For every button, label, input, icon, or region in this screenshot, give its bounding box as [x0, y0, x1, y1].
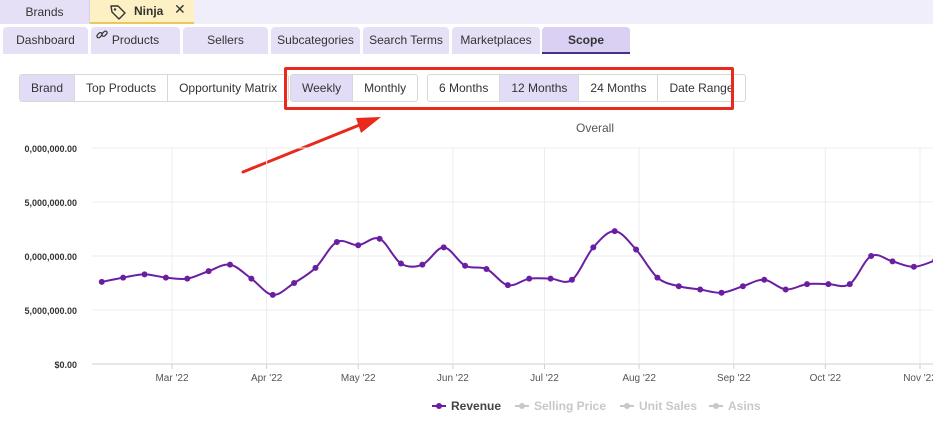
- revenue-point: [184, 275, 191, 282]
- date-range-button[interactable]: Date Range: [669, 81, 734, 95]
- x-tick-label: Oct '22: [810, 373, 842, 384]
- revenue-point: [397, 260, 404, 267]
- monthly-button[interactable]: Monthly: [364, 81, 407, 95]
- tab-products-label: Products: [111, 33, 160, 47]
- x-tick-label: Jul '22: [530, 373, 559, 384]
- y-tick-label: $0.00: [54, 360, 77, 370]
- brand-view-button[interactable]: Brand: [20, 75, 76, 101]
- revenue-point: [675, 283, 682, 290]
- revenue-point: [333, 238, 340, 245]
- twenty-four-months-button[interactable]: 24 Months: [579, 75, 659, 101]
- tab-search-terms[interactable]: Search Terms: [363, 27, 449, 54]
- revenue-point: [654, 274, 661, 281]
- x-tick-label: Aug '22: [622, 373, 656, 384]
- tag-icon: [110, 5, 126, 20]
- opportunity-matrix-button[interactable]: Opportunity Matrix: [179, 81, 278, 95]
- chart-legend: Revenue Selling Price Unit Sales Asins: [432, 399, 761, 413]
- y-tick-label: 5,000,000.00: [24, 306, 77, 316]
- tab-marketplaces[interactable]: Marketplaces: [452, 27, 540, 54]
- legend-label: Revenue: [451, 399, 501, 413]
- revenue-point: [804, 281, 811, 288]
- tab-products[interactable]: Products: [91, 27, 180, 54]
- close-icon[interactable]: ✕: [174, 1, 186, 17]
- tab-sellers[interactable]: Sellers: [183, 27, 268, 54]
- revenue-point: [868, 253, 875, 259]
- brand-tab-bar: Brands Ninja ✕: [0, 0, 933, 24]
- tab-dashboard[interactable]: Dashboard: [3, 27, 88, 54]
- legend-label: Unit Sales: [639, 399, 697, 413]
- revenue-point: [355, 242, 362, 249]
- tab-scope[interactable]: Scope: [542, 27, 630, 54]
- revenue-point: [825, 281, 832, 288]
- revenue-point: [782, 286, 789, 293]
- revenue-point: [162, 274, 169, 281]
- revenue-point: [376, 235, 383, 242]
- brands-tab[interactable]: Brands: [0, 0, 90, 24]
- revenue-point: [910, 263, 917, 270]
- revenue-point: [611, 228, 618, 235]
- revenue-point: [462, 262, 469, 269]
- revenue-point: [205, 268, 212, 275]
- twelve-months-button[interactable]: 12 Months: [500, 75, 580, 101]
- revenue-point: [141, 271, 148, 278]
- x-tick-label: Jun '22: [437, 373, 469, 384]
- revenue-point: [697, 286, 704, 293]
- weekly-button[interactable]: Weekly: [291, 75, 354, 101]
- y-axis: $0.00 5,000,000.00 0,000,000.00 5,000,000.0…: [24, 144, 77, 370]
- legend-label: Asins: [728, 399, 761, 413]
- x-tick-label: Sep '22: [717, 373, 751, 384]
- revenue-point: [248, 275, 255, 282]
- revenue-chart: Overall $0.00 5,000,000.00 0,000,000.00 5,0…: [0, 110, 933, 424]
- legend-label: Selling Price: [534, 399, 606, 413]
- revenue-series: [98, 228, 933, 298]
- revenue-point: [846, 281, 853, 288]
- legend-swatch-dot: [436, 403, 442, 409]
- revenue-point: [120, 274, 127, 281]
- legend-swatch-dot: [624, 403, 630, 409]
- link-icon: [96, 30, 108, 39]
- legend-swatch-dot: [519, 403, 525, 409]
- chart-canvas: Overall $0.00 5,000,000.00 0,000,000.00 5,0…: [24, 121, 933, 413]
- revenue-point: [568, 276, 575, 283]
- revenue-line: [101, 230, 933, 296]
- revenue-point: [739, 283, 746, 290]
- ninja-tab-label: Ninja: [134, 4, 164, 18]
- six-months-button[interactable]: 6 Months: [428, 75, 501, 101]
- x-axis: Mar '22 Apr '22 May '22 Jun '22 Jul '22 Aug '…: [155, 373, 933, 384]
- x-tick-label: Nov '22: [903, 373, 933, 384]
- revenue-point: [547, 275, 554, 282]
- y-tick-label: 0,000,000.00: [24, 144, 77, 154]
- revenue-point: [526, 275, 533, 282]
- revenue-point: [633, 246, 640, 253]
- revenue-point: [761, 276, 768, 283]
- range-selector: 6 Months 12 Months 24 Months Date Range: [427, 74, 746, 102]
- y-tick-label: 5,000,000.00: [24, 198, 77, 208]
- revenue-point: [98, 278, 105, 285]
- y-tick-label: 0,000,000.00: [24, 252, 77, 262]
- chart-title: Overall: [576, 121, 614, 135]
- annotation-highlight-box: [284, 67, 734, 110]
- revenue-point: [312, 264, 319, 271]
- ninja-tab[interactable]: Ninja ✕: [90, 0, 194, 24]
- x-tick-label: May '22: [341, 373, 376, 384]
- revenue-point: [718, 289, 725, 296]
- x-tick-label: Mar '22: [155, 373, 188, 384]
- revenue-point: [590, 244, 597, 251]
- revenue-point: [291, 280, 298, 286]
- revenue-point: [483, 265, 490, 272]
- revenue-point: [419, 261, 426, 268]
- x-tick-label: Apr '22: [251, 373, 283, 384]
- revenue-point: [440, 244, 447, 251]
- top-products-button[interactable]: Top Products: [75, 75, 169, 101]
- legend-swatch-dot: [713, 403, 719, 409]
- revenue-point: [889, 258, 896, 265]
- main-nav-tabs: Dashboard Products Sellers Subcategories…: [0, 27, 933, 55]
- view-selector: Brand Top Products Opportunity Matrix: [19, 74, 290, 102]
- interval-selector: Weekly Monthly: [290, 74, 419, 102]
- revenue-point: [504, 282, 511, 289]
- tab-subcategories[interactable]: Subcategories: [271, 27, 360, 54]
- revenue-point: [269, 291, 276, 298]
- chart-grid: [92, 147, 933, 369]
- revenue-point: [227, 261, 234, 268]
